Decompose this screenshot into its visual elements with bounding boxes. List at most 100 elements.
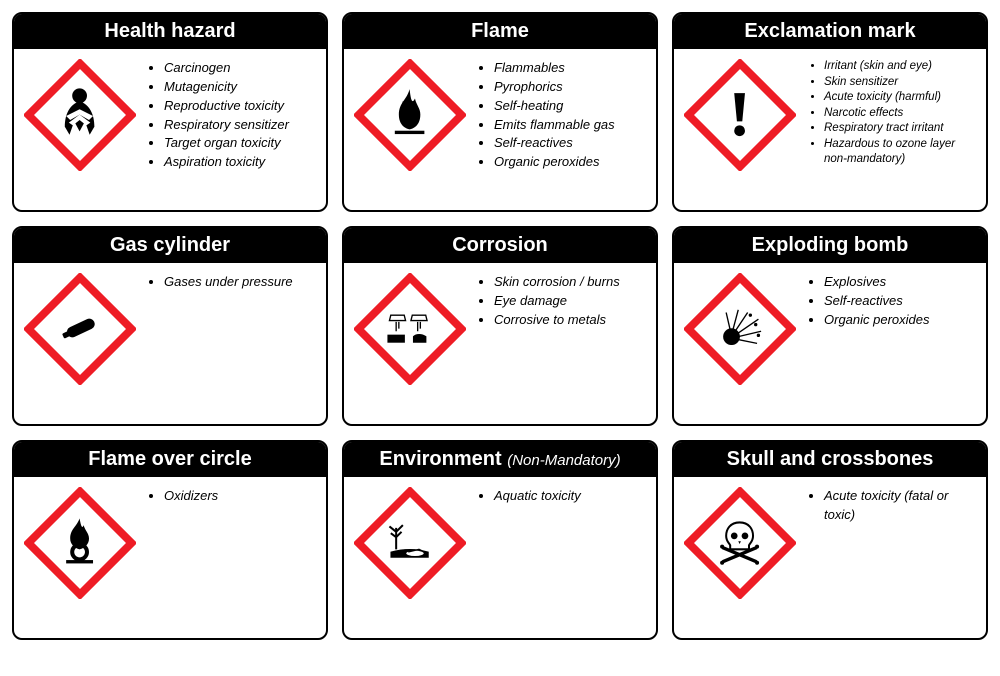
card-title: Skull and crossbones <box>674 442 986 477</box>
pictogram <box>354 273 466 385</box>
exploding-bomb-icon <box>684 273 796 385</box>
title-text: Exclamation mark <box>744 20 915 42</box>
list-item: Pyrophorics <box>494 78 646 97</box>
title-text: Environment <box>379 448 501 470</box>
title-text: Flame <box>471 20 529 42</box>
list-item: Reproductive toxicity <box>164 97 316 116</box>
title-sub: (Non-Mandatory) <box>507 452 620 469</box>
pictogram-wrap <box>350 485 470 632</box>
list-item: Mutagenicity <box>164 78 316 97</box>
list-item: Explosives <box>824 273 976 292</box>
title-text: Flame over circle <box>88 448 251 470</box>
hazard-list: Aquatic toxicity <box>476 485 650 632</box>
card-environment: Environment (Non-Mandatory) <box>342 440 658 640</box>
list-item: Self-reactives <box>494 134 646 153</box>
card-skull-crossbones: Skull and crossbones <box>672 440 988 640</box>
exclamation-icon <box>684 59 796 171</box>
hazard-list: Oxidizers <box>146 485 320 632</box>
environment-icon <box>354 487 466 599</box>
hazard-list: Acute toxicity (fatal or toxic) <box>806 485 980 632</box>
list-item: Respiratory tract irritant <box>824 121 976 137</box>
card-body: Acute toxicity (fatal or toxic) <box>674 477 986 638</box>
list-item: Irritant (skin and eye) <box>824 59 976 75</box>
flame-icon <box>354 59 466 171</box>
hazard-list: Carcinogen Mutagenicity Reproductive tox… <box>146 57 320 204</box>
pictogram-wrap <box>20 57 140 204</box>
card-title: Corrosion <box>344 228 656 263</box>
card-title: Gas cylinder <box>14 228 326 263</box>
card-corrosion: Corrosion <box>342 226 658 426</box>
gas-cylinder-icon <box>24 273 136 385</box>
list-item: Flammables <box>494 59 646 78</box>
card-title: Environment (Non-Mandatory) <box>344 442 656 477</box>
pictogram <box>354 59 466 171</box>
pictogram-wrap <box>350 271 470 418</box>
card-body: Irritant (skin and eye) Skin sensitizer … <box>674 49 986 210</box>
list-item: Aquatic toxicity <box>494 487 646 506</box>
list-item: Skin sensitizer <box>824 75 976 91</box>
card-body: Carcinogen Mutagenicity Reproductive tox… <box>14 49 326 210</box>
title-text: Exploding bomb <box>752 234 909 256</box>
flame-over-circle-icon <box>24 487 136 599</box>
card-flame-over-circle: Flame over circle <box>12 440 328 640</box>
health-hazard-icon <box>24 59 136 171</box>
pictogram <box>684 273 796 385</box>
pictogram-wrap <box>680 485 800 632</box>
list-item: Aspiration toxicity <box>164 153 316 172</box>
title-text: Health hazard <box>104 20 235 42</box>
pictogram <box>24 487 136 599</box>
list-item: Hazardous to ozone layer non-mandatory) <box>824 137 976 168</box>
pictogram-wrap <box>20 485 140 632</box>
list-item: Self-reactives <box>824 292 976 311</box>
hazard-list: Gases under pressure <box>146 271 320 418</box>
list-item: Target organ toxicity <box>164 134 316 153</box>
hazard-list: Flammables Pyrophorics Self-heating Emit… <box>476 57 650 204</box>
list-item: Organic peroxides <box>824 311 976 330</box>
pictogram <box>354 487 466 599</box>
list-item: Gases under pressure <box>164 273 316 292</box>
card-title: Flame <box>344 14 656 49</box>
card-body: Gases under pressure <box>14 263 326 424</box>
title-text: Skull and crossbones <box>727 448 934 470</box>
card-body: Oxidizers <box>14 477 326 638</box>
corrosion-icon <box>354 273 466 385</box>
card-body: Skin corrosion / burns Eye damage Corros… <box>344 263 656 424</box>
pictogram <box>684 59 796 171</box>
card-body: Aquatic toxicity <box>344 477 656 638</box>
list-item: Emits flammable gas <box>494 116 646 135</box>
list-item: Acute toxicity (harmful) <box>824 90 976 106</box>
hazard-list: Explosives Self-reactives Organic peroxi… <box>806 271 980 418</box>
card-body: Explosives Self-reactives Organic peroxi… <box>674 263 986 424</box>
pictogram-wrap <box>680 57 800 204</box>
pictogram-wrap <box>350 57 470 204</box>
list-item: Self-heating <box>494 97 646 116</box>
card-exclamation: Exclamation mark Irritant (skin and eye)… <box>672 12 988 212</box>
pictogram-wrap <box>680 271 800 418</box>
card-health-hazard: Health hazard Carcinogen Mutagenicity Re… <box>12 12 328 212</box>
list-item: Skin corrosion / burns <box>494 273 646 292</box>
list-item: Acute toxicity (fatal or toxic) <box>824 487 976 525</box>
pictogram <box>24 273 136 385</box>
list-item: Oxidizers <box>164 487 316 506</box>
list-item: Carcinogen <box>164 59 316 78</box>
list-item: Respiratory sensitizer <box>164 116 316 135</box>
card-title: Exploding bomb <box>674 228 986 263</box>
list-item: Eye damage <box>494 292 646 311</box>
hazard-list: Irritant (skin and eye) Skin sensitizer … <box>806 57 980 204</box>
skull-crossbones-icon <box>684 487 796 599</box>
pictogram <box>684 487 796 599</box>
pictogram-wrap <box>20 271 140 418</box>
pictogram-grid: Health hazard Carcinogen Mutagenicity Re… <box>12 12 988 640</box>
card-title: Health hazard <box>14 14 326 49</box>
list-item: Organic peroxides <box>494 153 646 172</box>
card-flame: Flame Flammables Pyrophorics Self-heatin… <box>342 12 658 212</box>
card-title: Exclamation mark <box>674 14 986 49</box>
title-text: Corrosion <box>452 234 548 256</box>
card-title: Flame over circle <box>14 442 326 477</box>
card-gas-cylinder: Gas cylinder Gases under pressure <box>12 226 328 426</box>
list-item: Corrosive to metals <box>494 311 646 330</box>
pictogram <box>24 59 136 171</box>
card-exploding-bomb: Exploding bomb <box>672 226 988 426</box>
list-item: Narcotic effects <box>824 106 976 122</box>
hazard-list: Skin corrosion / burns Eye damage Corros… <box>476 271 650 418</box>
